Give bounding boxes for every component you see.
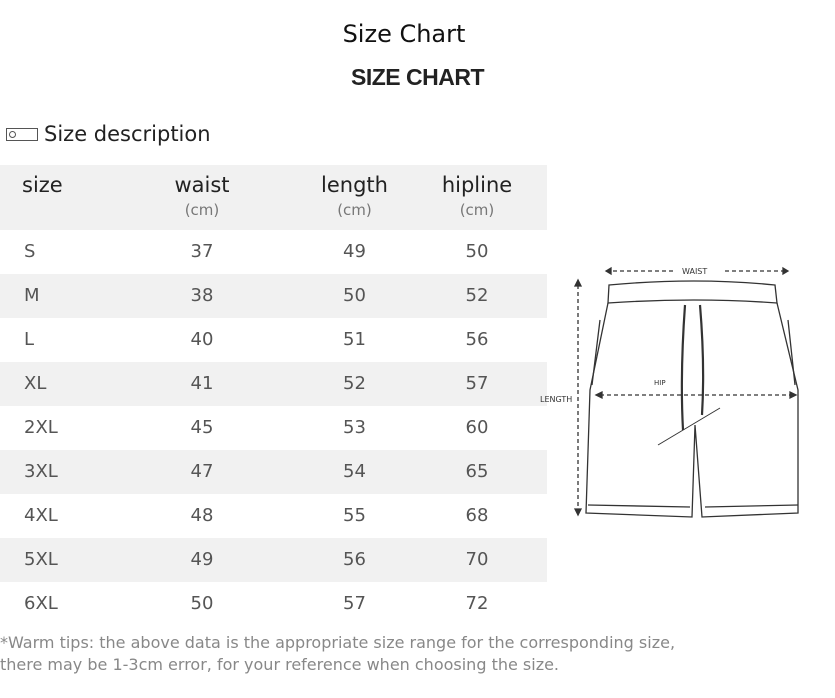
header-hipline-label: hipline [441, 173, 513, 197]
length-cell: 49 [343, 241, 366, 262]
shorts-diagram: WAIST LENGTH HIP [540, 266, 799, 518]
size-chart-heading: SIZE CHART [351, 64, 485, 90]
tip-line: *Warm tips: the above data is the approp… [0, 633, 676, 652]
waist-cell: 41 [102, 362, 302, 406]
hip-label: HIP [654, 379, 666, 387]
table-row: 3XL 47 54 65 [0, 450, 547, 494]
length-cell: 54 [302, 450, 407, 494]
table-row: 2XL 45 53 60 [0, 406, 547, 450]
page-title: Size Chart [342, 20, 466, 48]
header-length-unit: (cm) [337, 201, 372, 219]
length-cell: 52 [302, 362, 407, 406]
table-row: S 37 49 50 [0, 230, 547, 274]
header-hipline-unit: (cm) [459, 201, 495, 219]
size-cell: 6XL [24, 593, 58, 614]
header-waist-label: waist [174, 173, 230, 197]
table-row: 4XL 48 55 68 [0, 494, 547, 538]
hipline-cell: 68 [465, 505, 489, 526]
length-cell: 55 [343, 505, 366, 526]
header-size-label: size [22, 173, 63, 197]
ruler-icon [6, 127, 38, 141]
waist-cell: 45 [190, 417, 214, 438]
size-cell: 5XL [0, 538, 102, 582]
header-waist-unit: (cm) [184, 201, 220, 219]
waist-cell: 40 [190, 329, 214, 350]
hipline-cell: 65 [407, 450, 547, 494]
hipline-cell: 52 [407, 274, 547, 318]
waist-cell: 38 [102, 274, 302, 318]
size-table: size waist (cm) length (cm) hipline (cm) S 3… [0, 165, 547, 626]
header-waist: waist (cm) [102, 165, 302, 230]
hipline-cell: 60 [465, 417, 489, 438]
header-length-label: length [321, 173, 388, 197]
size-cell: L [24, 329, 35, 350]
size-cell: 3XL [0, 450, 102, 494]
length-cell: 51 [343, 329, 366, 350]
waist-cell: 49 [102, 538, 302, 582]
length-label: LENGTH [540, 395, 572, 404]
waist-label: WAIST [682, 267, 707, 276]
hipline-cell: 57 [407, 362, 547, 406]
size-cell: XL [0, 362, 102, 406]
table-row: L 40 51 56 [0, 318, 547, 362]
length-cell: 56 [302, 538, 407, 582]
hipline-cell: 56 [465, 329, 489, 350]
size-cell: S [24, 241, 36, 262]
hipline-cell: 50 [465, 241, 489, 262]
size-cell: 2XL [24, 417, 58, 438]
header-hipline: hipline (cm) [407, 165, 547, 230]
table-header: size waist (cm) length (cm) hipline (cm) [0, 165, 547, 230]
length-cell: 57 [343, 593, 366, 614]
hipline-cell: 72 [465, 593, 489, 614]
waist-cell: 37 [190, 241, 214, 262]
section-heading: Size description [6, 122, 211, 146]
header-length: length (cm) [302, 165, 407, 230]
header-size: size [0, 165, 102, 230]
section-label: Size description [44, 122, 211, 146]
size-cell: M [0, 274, 102, 318]
waist-cell: 50 [190, 593, 214, 614]
table-row: 6XL 50 57 72 [0, 582, 547, 626]
length-cell: 53 [343, 417, 366, 438]
waist-cell: 47 [102, 450, 302, 494]
warm-tips: *Warm tips: the above data is the approp… [0, 632, 675, 676]
table-row: M 38 50 52 [0, 274, 547, 318]
table-row: XL 41 52 57 [0, 362, 547, 406]
waist-cell: 48 [190, 505, 214, 526]
hipline-cell: 70 [407, 538, 547, 582]
size-cell: 4XL [24, 505, 58, 526]
table-row: 5XL 49 56 70 [0, 538, 547, 582]
tip-line: there may be 1-3cm error, for your refer… [0, 655, 560, 674]
length-cell: 50 [302, 274, 407, 318]
